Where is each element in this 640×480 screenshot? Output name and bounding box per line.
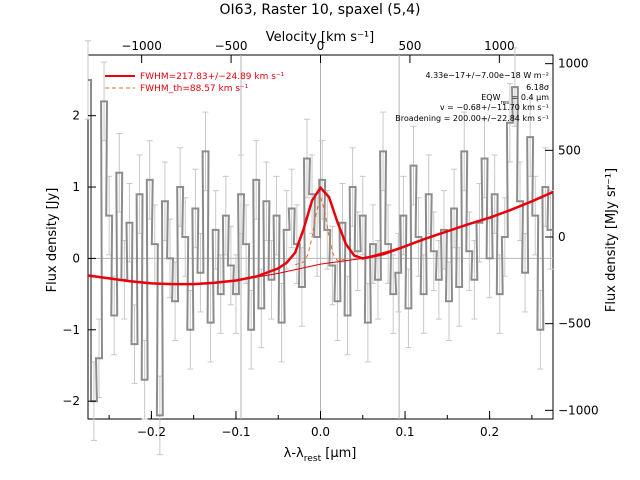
x-tick-label: −0.1 — [221, 425, 250, 439]
data-histogram — [88, 79, 553, 417]
legend-label-thermal: FWHM_th=88.57 km s⁻¹ — [140, 84, 249, 94]
x-tick-label: 0.2 — [480, 425, 499, 439]
y-axis-label-left: Flux density [Jy] — [45, 188, 60, 293]
x-axis-label: λ-λrest [μm] — [284, 446, 357, 464]
x-tick-label: 0.1 — [395, 425, 414, 439]
x-tick-label: 0.0 — [311, 425, 330, 439]
x-tick-label: −0.2 — [137, 425, 166, 439]
right-tick-label: −500 — [558, 317, 591, 331]
right-tick-label: 1000 — [558, 57, 589, 71]
y-tick-label: −2 — [62, 394, 80, 408]
right-tick-label: 0 — [558, 230, 566, 244]
fit-annotations: 4.33e−17+/−7.00e−18 W m⁻² 6.18σ EQWres =… — [395, 71, 549, 123]
top-axis-label: Velocity [km s⁻¹] — [266, 30, 374, 45]
legend-label-fit: FWHM=217.83+/−24.89 km s⁻¹ — [140, 72, 285, 82]
y-tick-label: 2 — [72, 109, 80, 123]
right-tick-label: −1000 — [558, 403, 599, 417]
top-tick-label: 500 — [398, 39, 421, 53]
annotation-line-flux: 4.33e−17+/−7.00e−18 W m⁻² — [425, 71, 549, 80]
thermal-profile-line — [294, 195, 346, 266]
y-tick-label: 0 — [72, 251, 80, 265]
axis-ticks: −0.2 −0.1 0.0 0.1 0.2 −1000 −500 0 500 1000 −2 −1 0 1… — [62, 39, 598, 439]
y-tick-label: −1 — [62, 323, 80, 337]
y-axis-label-right: Flux density [MJy sr⁻¹] — [604, 168, 619, 312]
fit-line — [87, 185, 554, 286]
annotation-eqw: EQWres = 0.4 μm — [481, 93, 549, 106]
annotation-broadening: Broadening = 200.00+/−22.84 km s⁻¹ — [395, 114, 549, 123]
top-tick-label: −1000 — [121, 39, 162, 53]
right-tick-label: 500 — [558, 143, 581, 157]
top-tick-label: 1000 — [484, 39, 515, 53]
legend: FWHM=217.83+/−24.89 km s⁻¹ FWHM_th=88.57… — [105, 72, 285, 94]
chart-title: OI63, Raster 10, spaxel (5,4) — [220, 2, 421, 18]
y-tick-label: 1 — [72, 180, 80, 194]
annotation-significance: 6.18σ — [526, 83, 549, 92]
series-layer — [87, 79, 554, 417]
annotation-velocity: v = −0.68+/−11.70 km s⁻¹ — [440, 103, 549, 112]
top-tick-label: 0 — [317, 39, 325, 53]
top-tick-label: −500 — [215, 39, 248, 53]
plot-area: −0.2 −0.1 0.0 0.1 0.2 −1000 −500 0 500 1000 −2 −1 0 1… — [62, 39, 599, 456]
